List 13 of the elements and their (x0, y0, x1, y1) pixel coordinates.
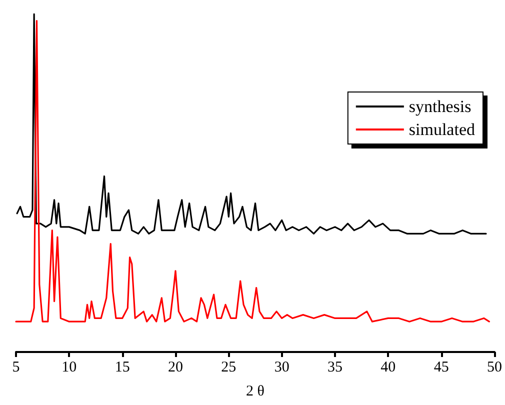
x-tick-label: 25 (221, 360, 236, 376)
x-tick-label: 45 (434, 360, 449, 376)
x-tick-label: 10 (62, 360, 77, 376)
x-tick-label: 15 (114, 360, 130, 376)
x-tick-label: 40 (380, 360, 396, 376)
x-tick-label: 30 (274, 360, 290, 376)
x-tick-label: 5 (12, 360, 20, 376)
x-tick-label: 50 (487, 360, 502, 376)
x-axis-title: 2 θ (246, 384, 264, 400)
x-tick-label: 20 (168, 360, 183, 376)
legend-label: simulated (408, 120, 476, 139)
legend-label: synthesis (408, 97, 472, 116)
x-tick-label: 35 (328, 360, 342, 376)
